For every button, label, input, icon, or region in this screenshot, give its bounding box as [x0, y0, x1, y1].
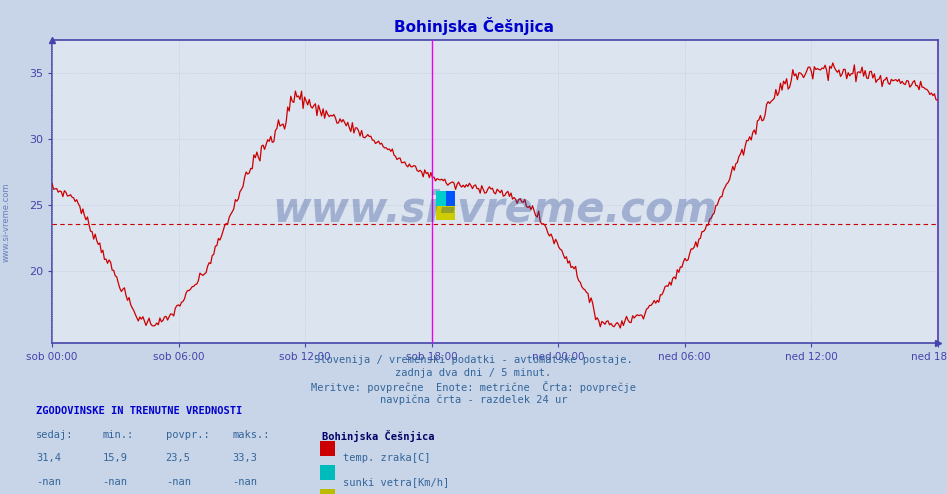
Text: Bohinjska Češnjica: Bohinjska Češnjica	[322, 430, 435, 442]
Text: www.si-vreme.com: www.si-vreme.com	[273, 189, 717, 231]
Text: maks.:: maks.:	[232, 430, 270, 440]
Text: Slovenija / vremenski podatki - avtomatske postaje.: Slovenija / vremenski podatki - avtomats…	[314, 355, 633, 365]
Text: -nan: -nan	[166, 477, 190, 487]
Text: -nan: -nan	[102, 477, 127, 487]
Text: Meritve: povprečne  Enote: metrične  Črta: povprečje: Meritve: povprečne Enote: metrične Črta:…	[311, 381, 636, 393]
Text: 15,9: 15,9	[102, 453, 127, 463]
Text: www.si-vreme.com: www.si-vreme.com	[1, 183, 10, 262]
Bar	[436, 206, 456, 220]
Text: navpična črta - razdelek 24 ur: navpična črta - razdelek 24 ur	[380, 395, 567, 405]
Text: Bohinjska Češnjica: Bohinjska Češnjica	[394, 17, 553, 35]
Bar	[436, 192, 456, 206]
Text: -nan: -nan	[36, 477, 61, 487]
Text: zadnja dva dni / 5 minut.: zadnja dva dni / 5 minut.	[396, 368, 551, 378]
Text: povpr.:: povpr.:	[166, 430, 209, 440]
Text: 33,3: 33,3	[232, 453, 257, 463]
Text: sedaj:: sedaj:	[36, 430, 74, 440]
Text: -nan: -nan	[232, 477, 257, 487]
Text: 23,5: 23,5	[166, 453, 190, 463]
Text: sunki vetra[Km/h]: sunki vetra[Km/h]	[343, 477, 449, 487]
Bar	[436, 192, 446, 206]
Text: ZGODOVINSKE IN TRENUTNE VREDNOSTI: ZGODOVINSKE IN TRENUTNE VREDNOSTI	[36, 406, 242, 416]
Text: min.:: min.:	[102, 430, 134, 440]
Text: temp. zraka[C]: temp. zraka[C]	[343, 453, 430, 463]
Text: 31,4: 31,4	[36, 453, 61, 463]
